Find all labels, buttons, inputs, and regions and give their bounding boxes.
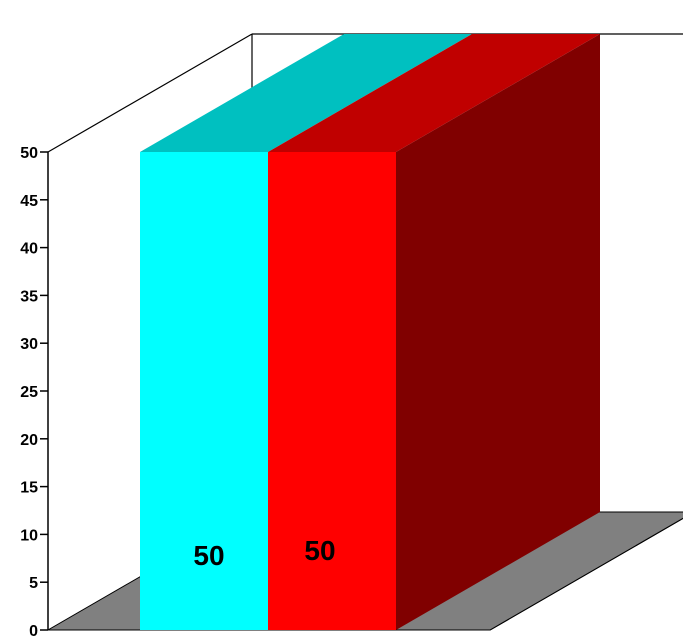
data-labels: 50 50 <box>193 535 335 571</box>
bars <box>140 34 600 630</box>
y-axis: 0 5 10 15 20 25 30 35 40 45 50 <box>20 145 49 638</box>
bar-front <box>140 152 268 630</box>
data-label: 50 <box>304 535 335 566</box>
wall-top-left-edge <box>47 33 253 153</box>
y-tick-label: 15 <box>20 480 38 497</box>
data-label: 50 <box>193 540 224 571</box>
bar-top <box>268 34 600 152</box>
y-tick-label: 30 <box>20 336 38 353</box>
y-tick-label: 25 <box>20 384 38 401</box>
bar-front <box>268 152 396 630</box>
y-tick-label: 20 <box>20 432 38 449</box>
y-tick-label: 50 <box>20 145 38 162</box>
y-tick-label: 10 <box>20 527 38 544</box>
y-tick-label: 45 <box>20 193 38 210</box>
y-tick-label: 0 <box>29 623 38 638</box>
bar-top <box>140 34 472 152</box>
bar-side <box>396 34 600 630</box>
y-tick-label: 40 <box>20 241 38 258</box>
y-tick-label: 35 <box>20 288 38 305</box>
y-tick-label: 5 <box>29 575 38 592</box>
